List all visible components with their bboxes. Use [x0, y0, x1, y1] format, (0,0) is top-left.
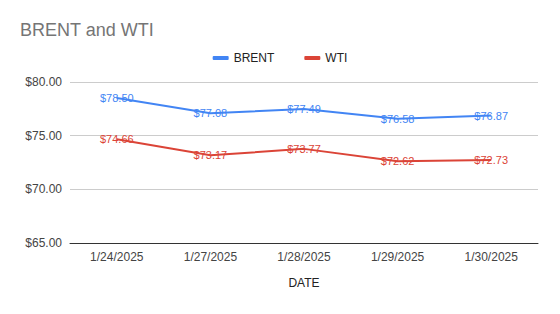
svg-text:$77.49: $77.49: [287, 103, 321, 115]
svg-text:$72.62: $72.62: [381, 155, 415, 167]
svg-text:DATE: DATE: [288, 276, 319, 290]
svg-text:$73.17: $73.17: [194, 149, 228, 161]
svg-text:$72.73: $72.73: [474, 154, 508, 166]
svg-text:$76.87: $76.87: [474, 110, 508, 122]
svg-text:1/29/2025: 1/29/2025: [371, 250, 425, 264]
svg-text:WTI: WTI: [325, 51, 347, 65]
svg-text:1/24/2025: 1/24/2025: [90, 250, 144, 264]
svg-text:$78.50: $78.50: [100, 92, 134, 104]
svg-text:$75.00: $75.00: [25, 129, 62, 143]
svg-text:$65.00: $65.00: [25, 236, 62, 250]
svg-text:$70.00: $70.00: [25, 182, 62, 196]
svg-text:1/28/2025: 1/28/2025: [277, 250, 331, 264]
svg-text:$80.00: $80.00: [25, 75, 62, 89]
svg-text:$77.08: $77.08: [194, 107, 228, 119]
svg-text:1/27/2025: 1/27/2025: [184, 250, 238, 264]
svg-text:1/30/2025: 1/30/2025: [465, 250, 519, 264]
svg-text:$73.77: $73.77: [287, 143, 321, 155]
svg-text:BRENT: BRENT: [234, 51, 275, 65]
svg-text:$74.66: $74.66: [100, 133, 134, 145]
svg-text:BRENT and WTI: BRENT and WTI: [20, 20, 154, 40]
svg-text:$76.58: $76.58: [381, 113, 415, 125]
